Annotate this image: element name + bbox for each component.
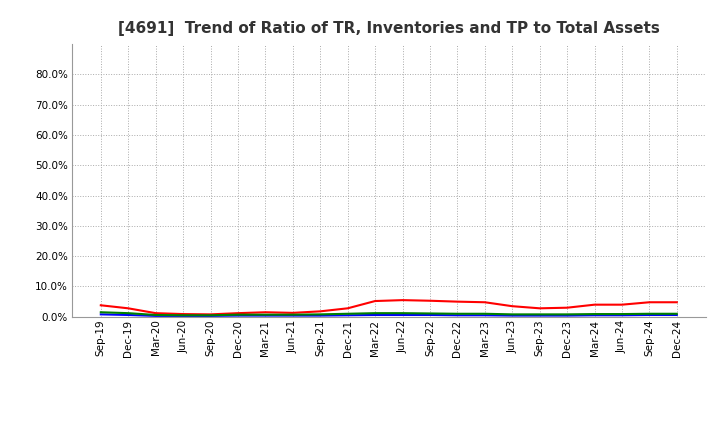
Trade Receivables [289, 310, 297, 315]
Trade Payables [563, 312, 572, 317]
Inventories [233, 313, 242, 318]
Line: Trade Receivables: Trade Receivables [101, 300, 677, 314]
Trade Payables [206, 313, 215, 318]
Inventories [508, 313, 516, 318]
Trade Payables [96, 310, 105, 315]
Inventories [563, 313, 572, 318]
Inventories [590, 313, 599, 318]
Trade Payables [618, 312, 626, 317]
Title: [4691]  Trend of Ratio of TR, Inventories and TP to Total Assets: [4691] Trend of Ratio of TR, Inventories… [118, 21, 660, 36]
Trade Receivables [508, 304, 516, 309]
Trade Payables [151, 312, 160, 318]
Inventories [96, 312, 105, 317]
Inventories [398, 312, 407, 318]
Inventories [536, 313, 544, 318]
Inventories [289, 313, 297, 318]
Trade Payables [179, 313, 187, 318]
Trade Payables [480, 311, 489, 316]
Inventories [316, 313, 325, 318]
Trade Receivables [371, 298, 379, 304]
Trade Payables [371, 311, 379, 316]
Trade Payables [508, 312, 516, 317]
Trade Receivables [343, 306, 352, 311]
Trade Receivables [618, 302, 626, 307]
Trade Receivables [316, 309, 325, 314]
Trade Receivables [398, 297, 407, 303]
Line: Inventories: Inventories [101, 314, 677, 316]
Inventories [426, 312, 434, 318]
Trade Receivables [426, 298, 434, 303]
Trade Receivables [672, 300, 681, 305]
Trade Payables [426, 311, 434, 316]
Inventories [672, 312, 681, 318]
Trade Receivables [480, 300, 489, 305]
Trade Receivables [453, 299, 462, 304]
Inventories [618, 313, 626, 318]
Trade Receivables [124, 306, 132, 311]
Trade Receivables [261, 310, 270, 315]
Trade Receivables [233, 311, 242, 316]
Trade Payables [398, 311, 407, 316]
Trade Payables [316, 312, 325, 317]
Trade Payables [645, 311, 654, 316]
Trade Receivables [96, 303, 105, 308]
Inventories [343, 313, 352, 318]
Inventories [261, 313, 270, 318]
Trade Payables [289, 312, 297, 317]
Inventories [371, 312, 379, 318]
Trade Payables [261, 312, 270, 317]
Trade Payables [536, 312, 544, 317]
Inventories [480, 313, 489, 318]
Trade Receivables [206, 312, 215, 317]
Trade Payables [343, 311, 352, 316]
Inventories [645, 312, 654, 318]
Inventories [206, 313, 215, 319]
Trade Receivables [590, 302, 599, 307]
Line: Trade Payables: Trade Payables [101, 312, 677, 315]
Trade Receivables [563, 305, 572, 310]
Trade Payables [590, 312, 599, 317]
Trade Receivables [179, 312, 187, 317]
Inventories [179, 313, 187, 319]
Trade Payables [124, 311, 132, 316]
Trade Receivables [536, 306, 544, 311]
Inventories [124, 312, 132, 318]
Trade Payables [453, 311, 462, 316]
Trade Receivables [645, 300, 654, 305]
Inventories [453, 313, 462, 318]
Inventories [151, 313, 160, 319]
Trade Payables [672, 311, 681, 316]
Trade Payables [233, 312, 242, 317]
Trade Receivables [151, 311, 160, 316]
